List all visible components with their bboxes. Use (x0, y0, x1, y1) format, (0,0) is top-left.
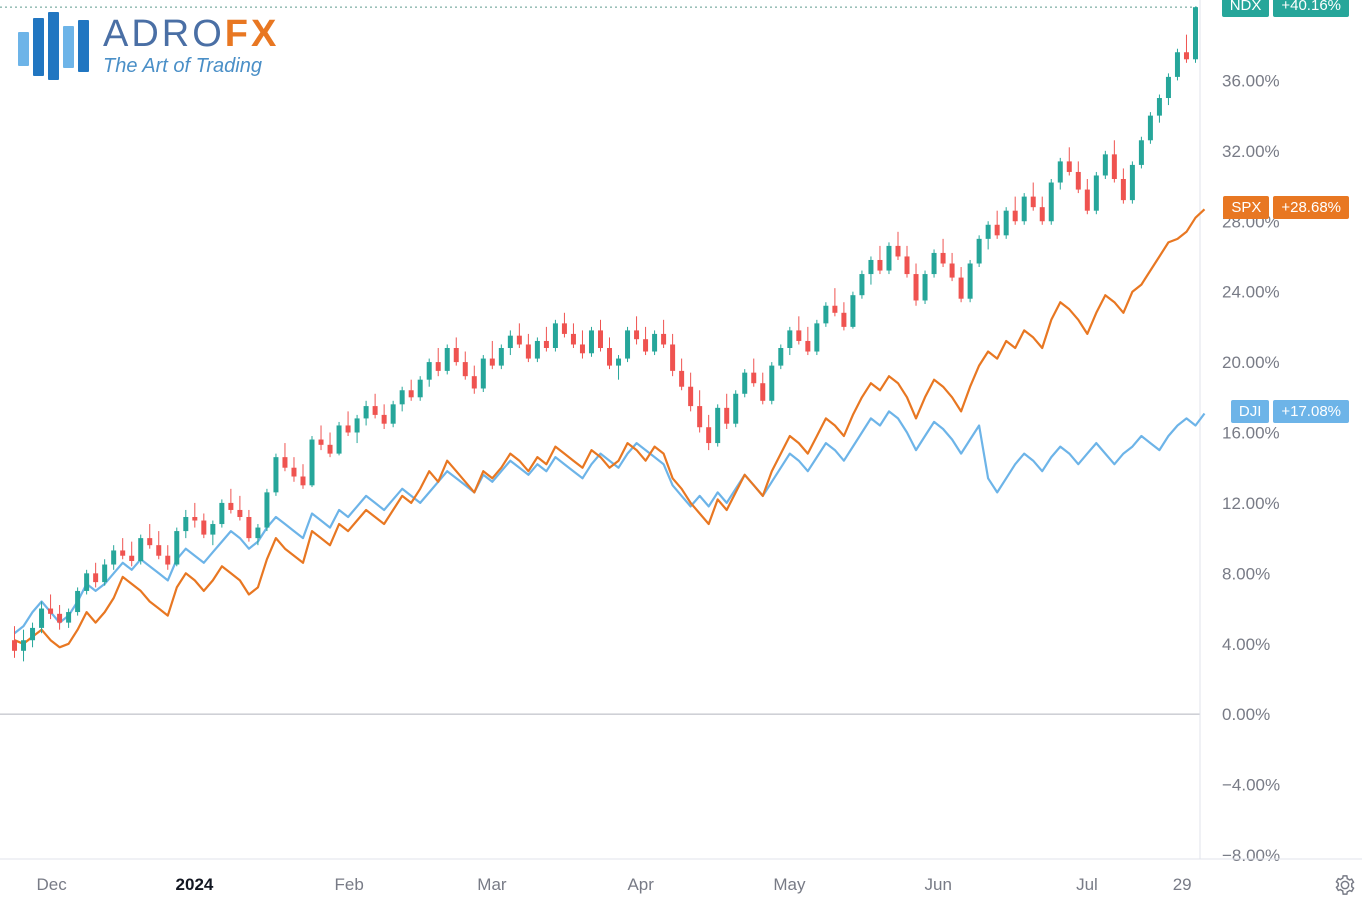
badge-value: +28.68% (1273, 196, 1349, 219)
svg-text:Dec: Dec (37, 875, 68, 894)
logo-tagline: The Art of Trading (103, 55, 279, 78)
price-chart[interactable]: −8.00% −4.00% 0.00% 4.00% 8.00% 12.00% 16.00% 2… (0, 0, 1362, 902)
badge-value: +17.08% (1273, 400, 1349, 423)
badge-symbol: NDX (1222, 0, 1270, 17)
svg-text:29: 29 (1173, 875, 1192, 894)
price-badge-dji: DJI+17.08% (1231, 400, 1349, 423)
svg-text:12.00%: 12.00% (1222, 494, 1280, 513)
badge-value: +40.16% (1273, 0, 1349, 17)
svg-text:0.00%: 0.00% (1222, 705, 1270, 724)
svg-text:8.00%: 8.00% (1222, 564, 1270, 583)
svg-text:32.00%: 32.00% (1222, 142, 1280, 161)
badge-symbol: DJI (1231, 400, 1270, 423)
svg-text:Apr: Apr (627, 875, 654, 894)
svg-text:16.00%: 16.00% (1222, 424, 1280, 443)
svg-text:−8.00%: −8.00% (1222, 846, 1280, 865)
logo-name: ADROFX (103, 15, 279, 53)
price-badge-ndx: NDX+40.16% (1222, 0, 1349, 17)
svg-text:20.00%: 20.00% (1222, 353, 1280, 372)
svg-text:2024: 2024 (176, 875, 214, 894)
gear-icon[interactable] (1334, 874, 1356, 896)
brand-logo: ADROFX The Art of Trading (18, 12, 279, 80)
svg-text:36.00%: 36.00% (1222, 71, 1280, 90)
chart-canvas[interactable]: −8.00% −4.00% 0.00% 4.00% 8.00% 12.00% 16.00% 2… (0, 0, 1362, 902)
svg-text:24.00%: 24.00% (1222, 283, 1280, 302)
svg-text:Mar: Mar (477, 875, 507, 894)
svg-text:4.00%: 4.00% (1222, 635, 1270, 654)
svg-text:May: May (773, 875, 806, 894)
logo-bars-icon (18, 12, 89, 80)
svg-text:Jul: Jul (1076, 875, 1098, 894)
badge-symbol: SPX (1223, 196, 1269, 219)
svg-text:Feb: Feb (335, 875, 364, 894)
price-badge-spx: SPX+28.68% (1223, 196, 1349, 219)
svg-text:Jun: Jun (924, 875, 951, 894)
svg-text:−4.00%: −4.00% (1222, 776, 1280, 795)
